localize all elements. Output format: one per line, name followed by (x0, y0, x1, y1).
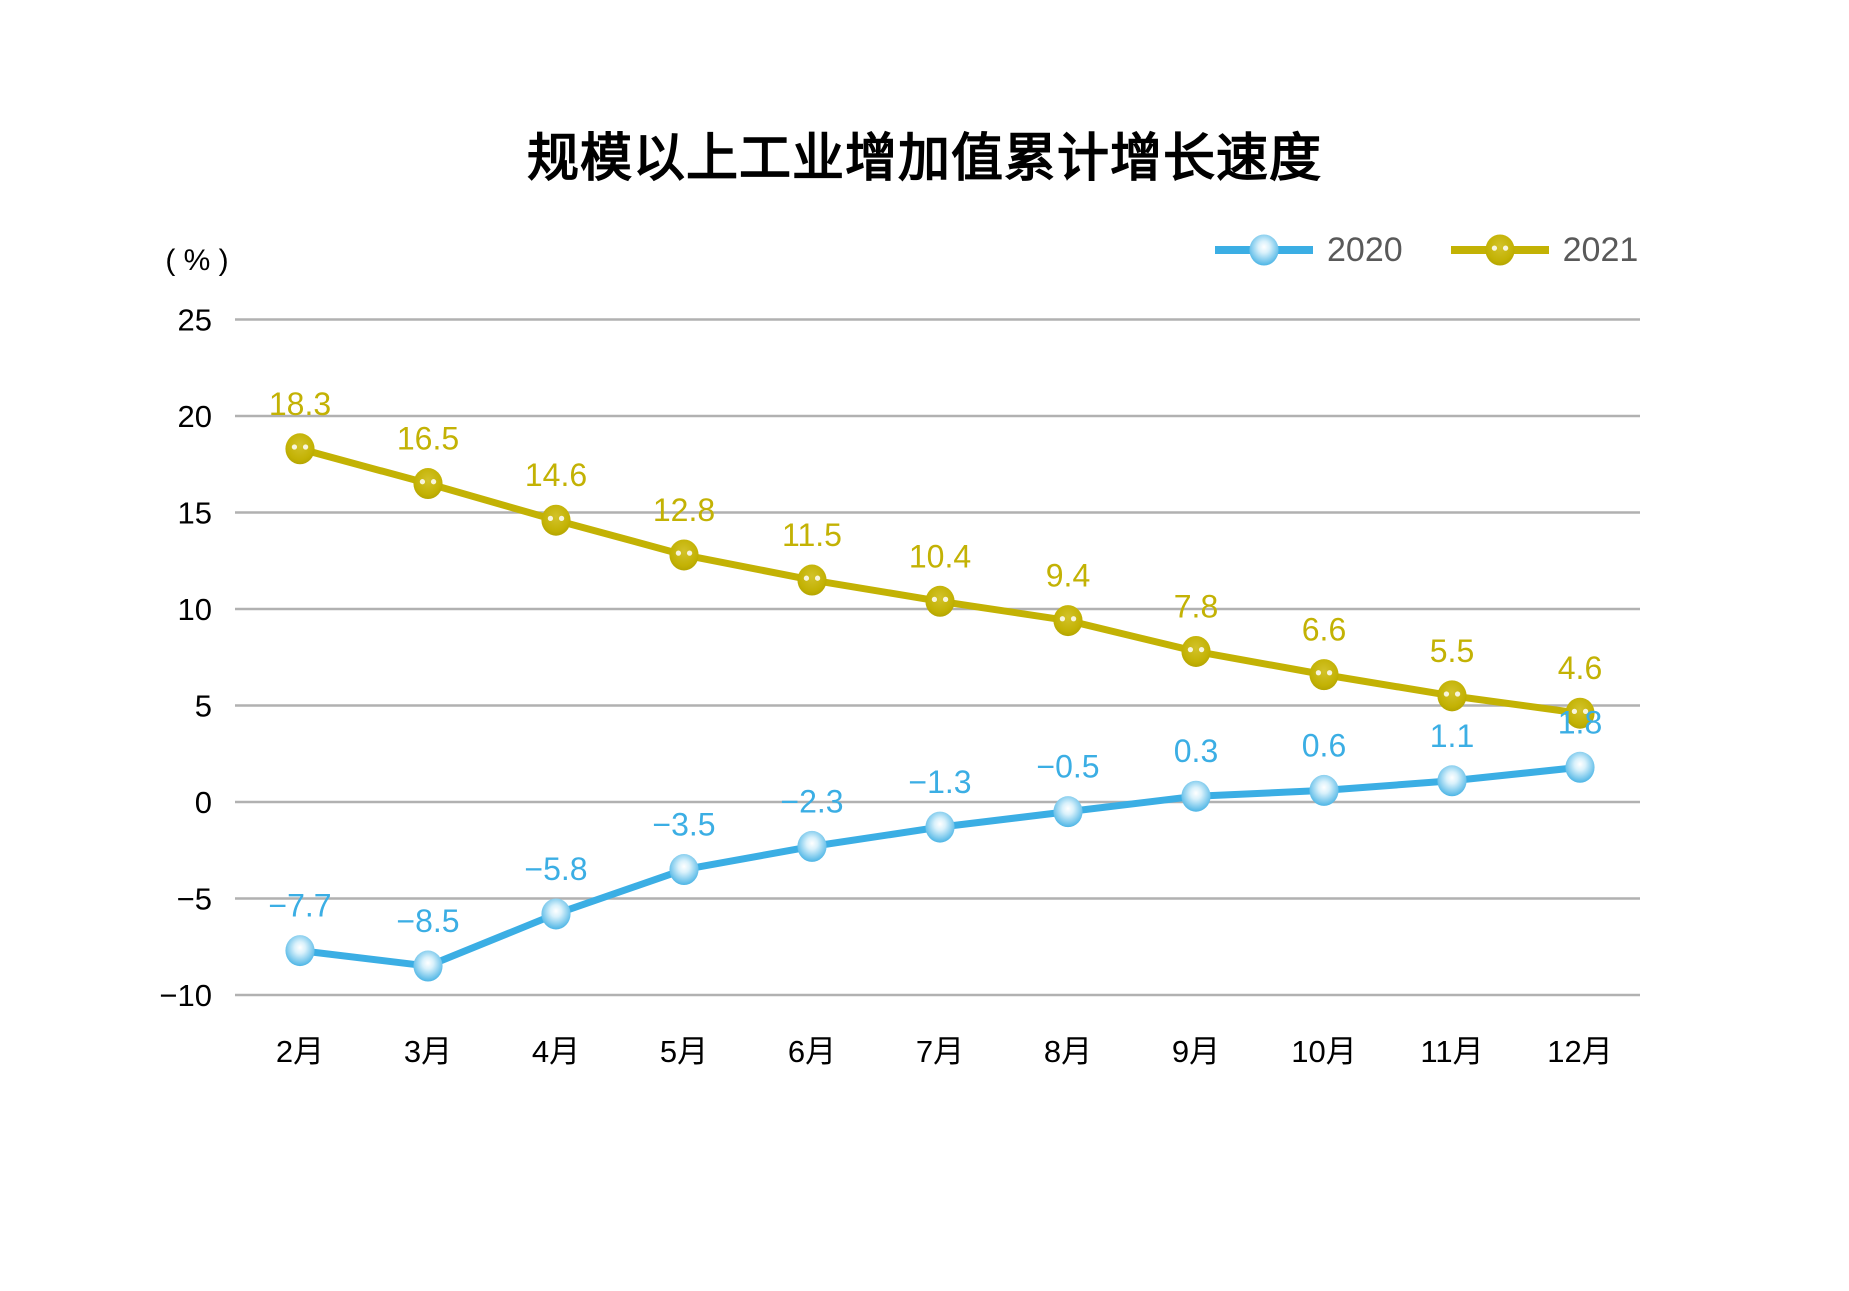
data-point-2021-2月 (285, 433, 315, 465)
x-tick-label: 6月 (788, 1034, 836, 1069)
data-point-2020-5月 (669, 854, 699, 886)
y-tick-label: −10 (159, 978, 212, 1013)
x-tick-label: 12月 (1547, 1034, 1612, 1069)
data-label-2021-3月: 16.5 (397, 421, 459, 457)
y-tick-label: 5 (195, 689, 212, 724)
data-label-2021-6月: 11.5 (782, 517, 842, 553)
data-label-2020-9月: 0.3 (1174, 733, 1218, 769)
data-label-2021-7月: 10.4 (909, 538, 971, 574)
y-axis-unit-label: ( % ) (165, 244, 228, 277)
x-tick-label: 2月 (276, 1034, 324, 1069)
data-point-2020-7月 (925, 811, 955, 843)
data-point-2020-8月 (1053, 796, 1083, 828)
x-tick-label: 9月 (1172, 1034, 1220, 1069)
x-tick-label: 4月 (532, 1034, 580, 1069)
legend-sphere-2021 (1485, 234, 1515, 266)
data-label-2020-8月: −0.5 (1036, 749, 1099, 785)
data-label-2020-11月: 1.1 (1430, 718, 1474, 754)
data-label-2021-10月: 6.6 (1302, 612, 1346, 648)
data-point-2021-5月 (669, 539, 699, 571)
data-point-2021-10月 (1309, 659, 1339, 691)
data-label-2021-4月: 14.6 (525, 457, 587, 493)
data-label-2020-3月: −8.5 (396, 903, 459, 939)
data-label-2020-12月: 1.8 (1558, 704, 1602, 740)
data-point-2020-11月 (1437, 765, 1467, 797)
data-label-2021-11月: 5.5 (1430, 633, 1474, 669)
series-line-2021 (296, 445, 1584, 717)
data-point-2021-8月 (1053, 605, 1083, 637)
data-label-2020-6月: −2.3 (780, 783, 843, 819)
x-tick-label: 8月 (1044, 1034, 1092, 1069)
data-point-2020-9月 (1181, 780, 1211, 812)
data-label-2020-10月: 0.6 (1302, 727, 1346, 763)
data-point-2021-11月 (1437, 680, 1467, 712)
data-point-2021-7月 (925, 585, 955, 617)
legend-label-2020: 2020 (1327, 231, 1403, 269)
data-point-2021-4月 (541, 504, 571, 536)
legend-item-2021: 2021 (1449, 231, 1639, 269)
y-tick-label: 20 (178, 399, 212, 434)
data-label-2021-8月: 9.4 (1046, 558, 1090, 594)
data-point-2020-4月 (541, 898, 571, 930)
legend-item-2020: 2020 (1213, 231, 1403, 269)
data-point-2020-2月 (285, 935, 315, 967)
legend-marker-2020-icon (1213, 231, 1315, 269)
data-point-2020-3月 (413, 950, 443, 982)
x-tick-label: 7月 (916, 1034, 964, 1069)
data-point-2020-6月 (797, 830, 827, 862)
data-label-2020-4月: −5.8 (524, 851, 587, 887)
x-tick-label: 10月 (1291, 1034, 1356, 1069)
data-point-2021-3月 (413, 468, 443, 500)
x-tick-label: 5月 (660, 1034, 708, 1069)
data-label-2021-9月: 7.8 (1174, 588, 1218, 624)
data-point-2021-6月 (797, 564, 827, 596)
y-tick-label: 10 (178, 592, 212, 627)
legend-label-2021: 2021 (1562, 231, 1639, 269)
data-point-2020-12月 (1565, 751, 1595, 783)
data-label-2021-2月: 18.3 (269, 386, 331, 422)
y-tick-label: 0 (195, 785, 212, 820)
legend-marker-2021-icon (1449, 231, 1551, 269)
data-label-2021-12月: 4.6 (1558, 650, 1602, 686)
chart-title: 规模以上工业增加值累计增长速度 (526, 131, 1322, 188)
y-tick-label: 15 (178, 496, 212, 531)
x-tick-label: 11月 (1420, 1034, 1483, 1069)
data-point-2021-9月 (1181, 635, 1211, 667)
x-tick-label: 3月 (404, 1034, 452, 1069)
legend-sphere-2020 (1249, 234, 1279, 266)
data-point-2020-10月 (1309, 774, 1339, 806)
y-tick-label: 25 (178, 303, 212, 338)
data-label-2021-5月: 12.8 (653, 492, 715, 528)
data-label-2020-5月: −3.5 (652, 807, 715, 843)
data-label-2020-2月: −7.7 (268, 888, 331, 924)
chart-legend: 2020 2021 (1213, 231, 1638, 269)
data-point-2021-12月 (1565, 697, 1595, 729)
data-label-2020-7月: −1.3 (908, 764, 971, 800)
y-tick-label: −5 (177, 882, 212, 917)
